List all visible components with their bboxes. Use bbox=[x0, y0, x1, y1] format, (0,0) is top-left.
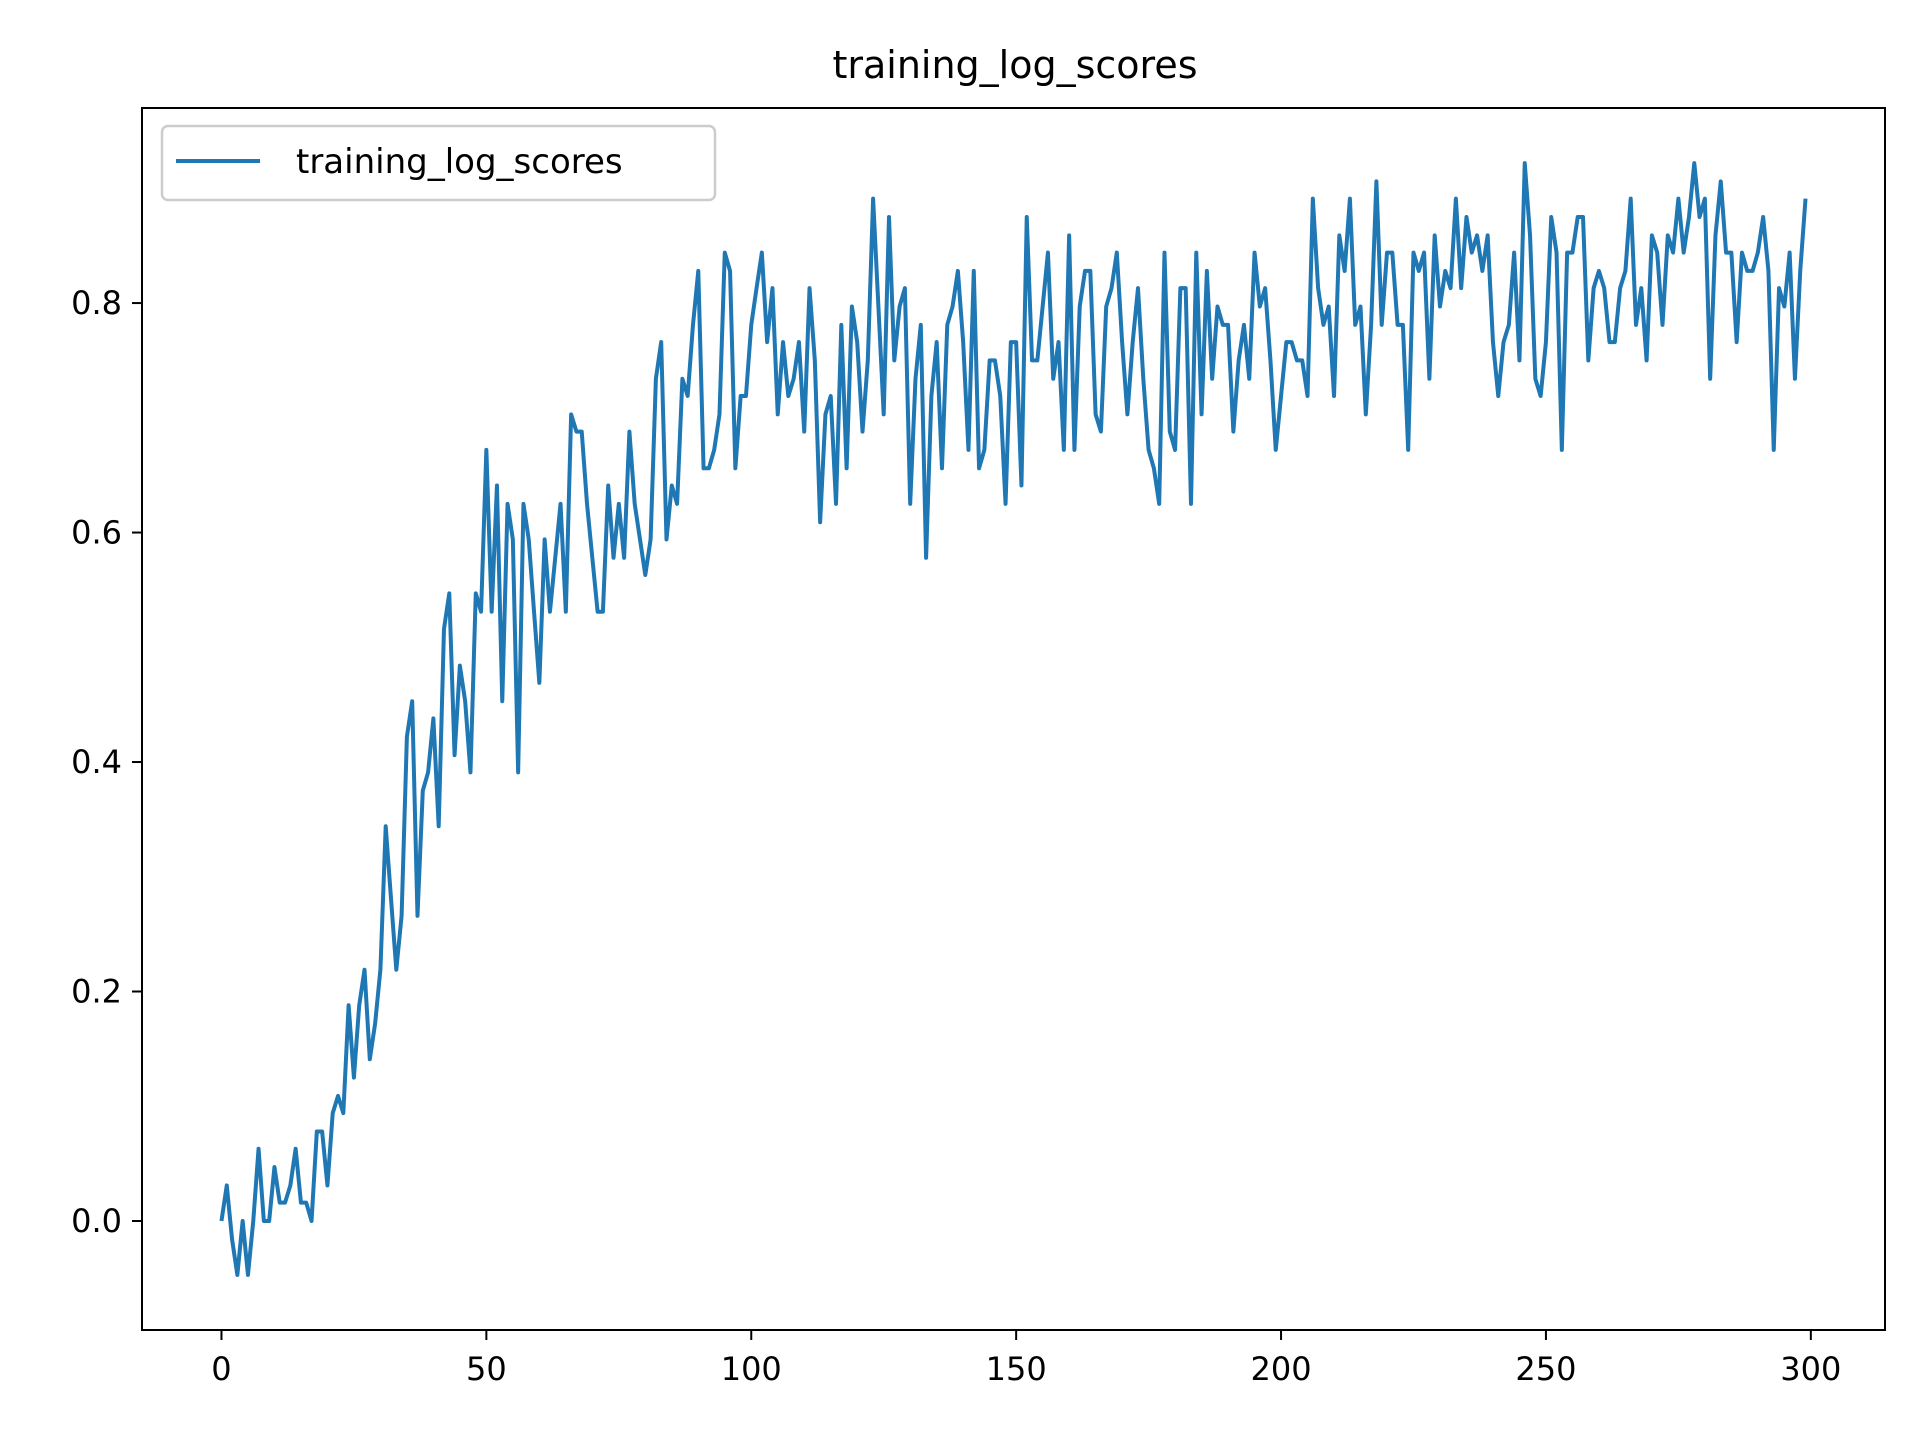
x-tick-label: 300 bbox=[1780, 1350, 1841, 1388]
x-tick-label: 150 bbox=[986, 1350, 1047, 1388]
chart-title: training_log_scores bbox=[832, 43, 1197, 87]
x-tick-label: 200 bbox=[1251, 1350, 1312, 1388]
y-tick-label: 0.8 bbox=[71, 284, 122, 322]
y-tick-label: 0.6 bbox=[71, 514, 122, 552]
axes-frame bbox=[141, 107, 1886, 1331]
axes: 0 50 100 150 200 250 300 0.0 0.2 0.4 0.6 0.8 bbox=[71, 107, 1886, 1388]
legend-frame bbox=[160, 124, 717, 202]
x-tick-label: 250 bbox=[1515, 1350, 1576, 1388]
legend-label: training_log_scores bbox=[296, 142, 623, 182]
y-tick-label: 0.4 bbox=[71, 743, 122, 781]
legend: training_log_scores bbox=[160, 124, 717, 202]
x-tick-label: 50 bbox=[466, 1350, 507, 1388]
plot-area bbox=[219, 161, 1808, 1277]
x-tick-label: 100 bbox=[721, 1350, 782, 1388]
series-line-training_log_scores bbox=[219, 161, 1808, 1277]
y-tick-label: 0.0 bbox=[71, 1202, 122, 1240]
y-tick-label: 0.2 bbox=[71, 973, 122, 1011]
x-tick-label: 0 bbox=[211, 1350, 231, 1388]
